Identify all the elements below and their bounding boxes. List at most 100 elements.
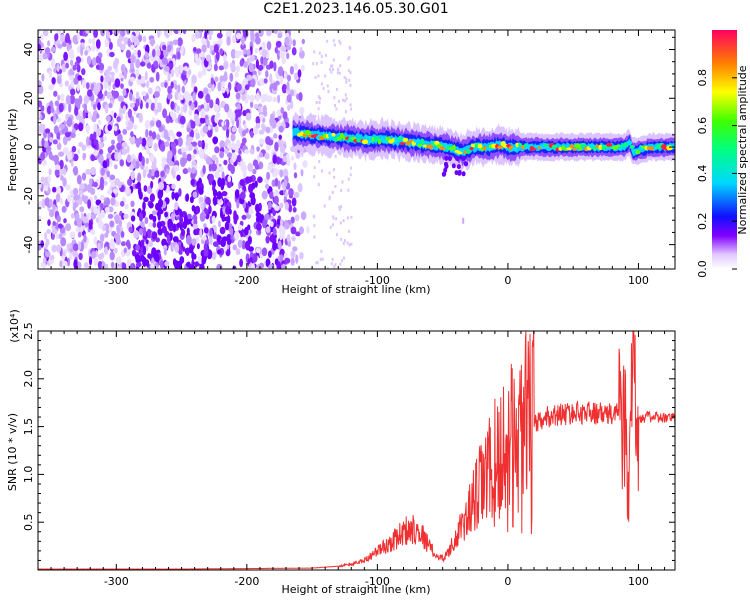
- spectrogram-cell: [251, 263, 255, 269]
- spectrogram-cell: [142, 169, 147, 178]
- spectrogram-cell: [287, 104, 291, 111]
- spectrogram-cell: [163, 48, 169, 58]
- spectrogram-cell: [97, 219, 104, 229]
- spectrogram-cell: [347, 69, 350, 73]
- spectrogram-cell: [244, 149, 250, 155]
- spectrogram-cell: [153, 107, 159, 114]
- spectrogram-cell: [276, 156, 281, 165]
- spectrogram-cell: [127, 154, 131, 162]
- x-tick-label: -100: [365, 274, 390, 287]
- spectrogram-cell: [106, 170, 111, 178]
- spectrogram-cell: [51, 228, 58, 235]
- spectrogram-cell: [191, 141, 198, 147]
- spectrogram-cell: [124, 203, 129, 210]
- spectrogram-cell: [230, 133, 236, 142]
- spectrogram-cell: [42, 53, 48, 60]
- spectrogram-cell: [180, 228, 186, 237]
- spectrogram-cell: [243, 78, 247, 85]
- spectrogram-cell: [333, 43, 336, 47]
- spectrogram-cell: [110, 110, 115, 117]
- spectrogram-cell: [291, 155, 295, 161]
- spectrogram-cell: [119, 200, 125, 207]
- spectrogram-cell: [293, 162, 297, 171]
- spectrogram-cell: [114, 30, 120, 35]
- spectrogram-cell: [186, 127, 191, 133]
- spectrogram-cell: [164, 217, 168, 228]
- spectrogram-cell: [338, 39, 341, 43]
- spectrogram-cell: [107, 124, 112, 131]
- y-tick-label: 0: [22, 144, 35, 151]
- spectrogram-cell: [166, 234, 171, 243]
- spectrogram-cell: [324, 74, 327, 78]
- spectrogram-cell: [218, 166, 224, 173]
- spectrogram-cell: [266, 171, 271, 180]
- spectrogram-cell: [270, 113, 274, 120]
- spectrogram-cell: [75, 226, 81, 233]
- spectrogram-cell: [320, 249, 323, 253]
- spectrogram-cell: [64, 36, 71, 44]
- spectrogram-cell: [59, 197, 63, 205]
- spectrogram-cell: [349, 83, 352, 87]
- spectrogram-cell: [229, 62, 235, 69]
- spectrogram-cell: [333, 265, 336, 269]
- spectrogram-cell: [38, 37, 41, 46]
- spectrogram-cell: [70, 212, 75, 219]
- spectrogram-cell: [79, 30, 83, 36]
- spectrogram-cell: [273, 61, 277, 72]
- spectrogram-cell: [135, 91, 140, 99]
- spectrogram-cell: [328, 195, 331, 199]
- spectrogram-cell: [113, 90, 120, 99]
- spectrogram-cell: [52, 139, 58, 145]
- spectrogram-cell: [118, 220, 123, 227]
- spectrogram-cell: [51, 77, 56, 85]
- ridge-tail: [461, 171, 466, 177]
- spectrogram-cell: [135, 30, 140, 37]
- spectrogram-cell: [38, 109, 41, 119]
- spectrogram-cell: [66, 243, 72, 250]
- spectrogram-cell: [182, 103, 188, 113]
- spectrogram-cell: [87, 199, 91, 209]
- spectrogram-cell: [109, 174, 116, 181]
- spectrogram-cell: [188, 143, 193, 151]
- spectrogram-cell: [109, 220, 115, 228]
- spectrogram-cell: [170, 101, 175, 110]
- spectrogram-cell: [102, 160, 108, 169]
- spectrogram-cell: [264, 152, 270, 160]
- spectrogram-frame: [37, 29, 676, 270]
- spectrogram-cell: [182, 151, 187, 159]
- spectrogram-cell: [186, 227, 190, 235]
- spectrogram-cell: [79, 206, 85, 213]
- spectrogram-cell: [292, 246, 298, 252]
- snr-y-label: SNR (10 * v/v): [6, 413, 19, 491]
- spectrogram-cell: [144, 120, 151, 129]
- spectrogram-cell: [234, 230, 240, 241]
- spectrogram-cell: [109, 241, 116, 250]
- spectrogram-cell: [184, 145, 190, 152]
- spectrogram-cell: [218, 220, 221, 228]
- spectrogram-cell: [251, 182, 256, 190]
- ridge-band: [292, 124, 675, 160]
- ridge-peak: [362, 139, 369, 145]
- spectrogram-cell: [261, 190, 268, 200]
- spectrogram-cell: [77, 148, 81, 155]
- spectrogram-cell: [104, 232, 109, 238]
- spectrogram-cell: [334, 104, 336, 107]
- spectrogram-cell: [147, 253, 152, 259]
- spectrogram-cell: [138, 34, 143, 43]
- spectrogram-cell: [199, 228, 203, 239]
- spectrogram-cell: [100, 30, 105, 37]
- spectrogram-cell: [52, 221, 56, 226]
- spectrogram-cell: [88, 38, 92, 44]
- spectrogram-cell: [312, 62, 315, 66]
- spectrogram-cell: [213, 44, 219, 53]
- spectrogram-cell: [203, 223, 207, 229]
- spectrogram-cell: [219, 75, 224, 83]
- spectrogram-cell: [281, 83, 287, 94]
- spectrogram-cell: [125, 186, 130, 195]
- spectrogram-cell: [125, 240, 130, 248]
- spectrogram-cell: [108, 41, 113, 50]
- spectrogram-cell: [73, 166, 79, 176]
- spectrogram-cell: [258, 30, 264, 37]
- ridge-peak: [364, 135, 372, 140]
- spectrogram-cell: [194, 86, 198, 93]
